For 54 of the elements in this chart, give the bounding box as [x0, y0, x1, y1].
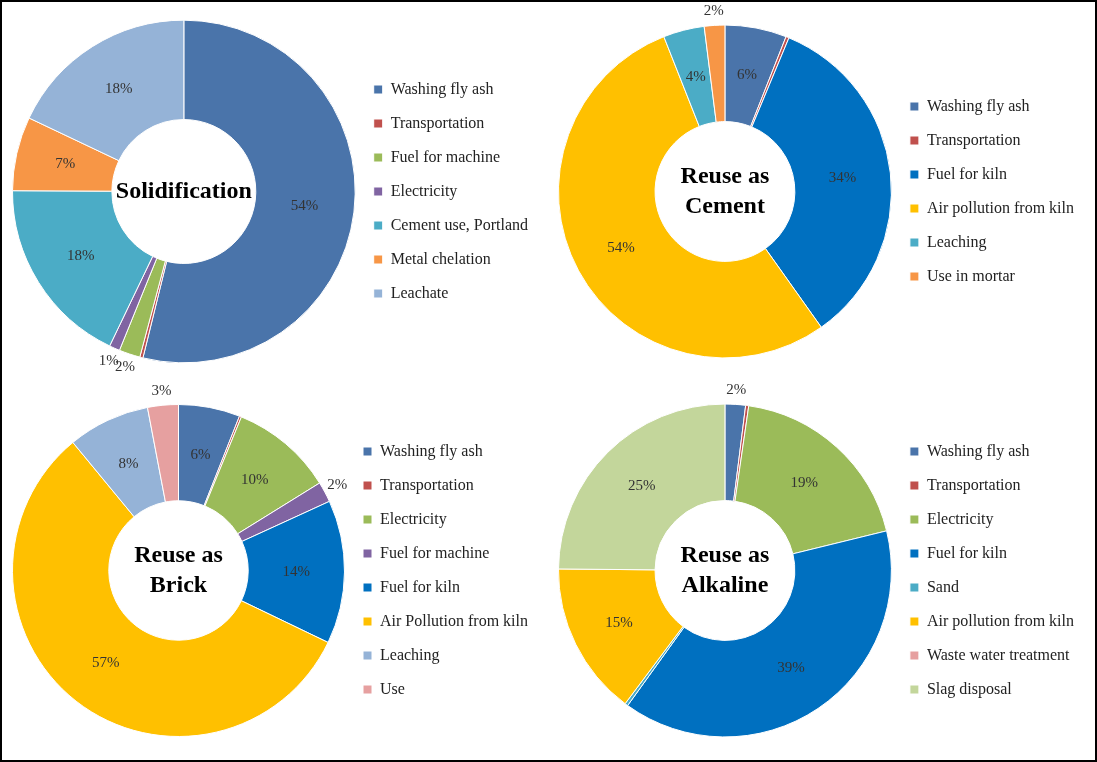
data-label: 25% [628, 477, 656, 494]
legend-label: Fuel for kiln [380, 577, 460, 595]
data-label: 54% [290, 197, 319, 214]
data-label: 8% [118, 454, 139, 471]
data-label: 18% [105, 79, 133, 96]
legend-label: Washing fly ash [390, 79, 494, 98]
data-label: 2% [327, 476, 348, 493]
data-label: 7% [55, 155, 76, 172]
legend-label: Air pollution from kiln [926, 198, 1075, 217]
data-label: 34% [828, 169, 857, 186]
data-label: 54% [607, 238, 635, 255]
data-label: 18% [66, 246, 95, 263]
data-label: 39% [777, 659, 805, 676]
legend-label: Leaching [926, 232, 987, 251]
legend-label: Electricity [926, 509, 994, 528]
legend-label: Use [380, 679, 405, 697]
text: Solidification [115, 176, 252, 203]
data-label: 15% [605, 613, 633, 630]
data-label: 57% [92, 654, 120, 671]
legend-label: Transportation [390, 113, 485, 132]
text: Reuse as Alkaline [680, 540, 770, 597]
data-label: 6% [190, 445, 211, 462]
data-label: 14% [282, 562, 311, 579]
legend-label: Fuel for machine [390, 147, 500, 165]
data-label: 2% [703, 2, 724, 19]
data-label: 19% [790, 473, 819, 490]
legend-label: Fuel for kiln [926, 543, 1007, 561]
legend-label: Waste water treatment [926, 645, 1071, 663]
legend-label: Transportation [380, 475, 474, 494]
legend-label: Transportation [926, 130, 1021, 149]
legend-label: Leaching [380, 645, 440, 664]
legend-label: Cement use, Portland [390, 215, 528, 233]
text: Reuse as Cement [680, 161, 770, 218]
legend-label: Slag disposal [926, 679, 1013, 698]
data-label: 2% [726, 381, 747, 398]
legend-label: Metal chelation [390, 249, 491, 267]
legend-label: Washing fly ash [926, 441, 1030, 460]
data-label: 10% [240, 471, 269, 488]
legend-label: Fuel for kiln [926, 164, 1007, 182]
legend-label: Fuel for machine [380, 543, 490, 561]
data-label: 6% [737, 66, 758, 83]
legend-label: Transportation [926, 475, 1021, 494]
legend-label: Air Pollution from kiln [380, 611, 528, 629]
legend-label: Electricity [390, 181, 458, 200]
data-label: 3% [151, 382, 172, 399]
legend-label: Air pollution from kiln [926, 611, 1075, 630]
data-label: 4% [685, 67, 706, 84]
legend-label: Use in mortar [926, 266, 1016, 284]
legend-label: Sand [926, 577, 959, 595]
legend-label: Electricity [380, 509, 447, 528]
legend-label: Washing fly ash [926, 96, 1030, 115]
legend-label: Washing fly ash [380, 441, 483, 460]
text: Reuse as Brick [134, 540, 223, 597]
legend-label: Leachate [390, 283, 449, 301]
